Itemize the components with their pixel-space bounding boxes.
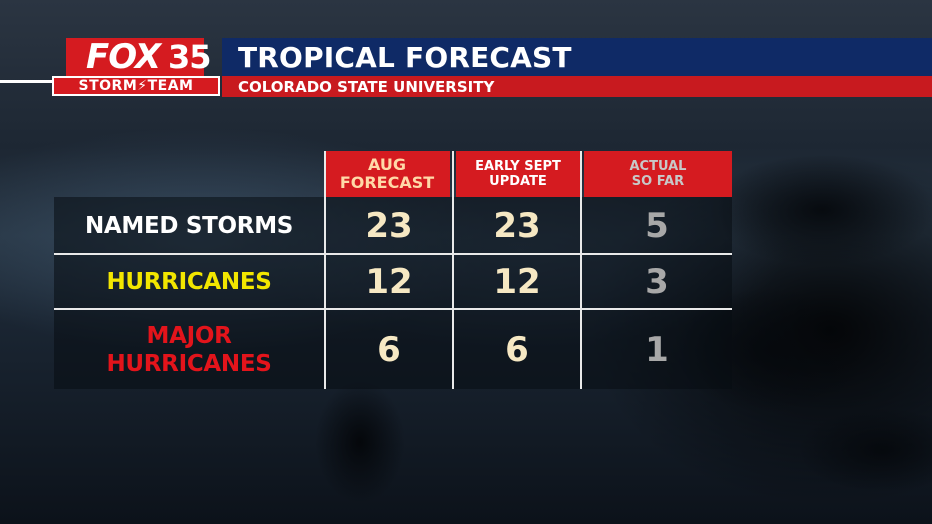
row-label-text: NAMED STORMS: [84, 213, 294, 239]
logo-fox-text: FOX: [86, 37, 161, 77]
column-divider: [580, 151, 582, 389]
station-logo: FOX 35 STORM⚡TEAM: [52, 38, 220, 96]
row-label-named-storms: NAMED STORMS: [54, 199, 324, 253]
row-label-major-hurricanes: MAJOR HURRICANES: [54, 310, 324, 389]
table-cell: 6: [505, 329, 529, 370]
title-bar: TROPICAL FORECAST: [222, 38, 932, 76]
column-header-actual-so-far: ACTUAL SO FAR: [584, 151, 732, 197]
header-accent-line: [0, 80, 54, 83]
row-label-text: MAJOR: [146, 322, 232, 349]
row-divider: [54, 253, 732, 255]
subtitle-bar: COLORADO STATE UNIVERSITY: [222, 76, 932, 97]
table-cell: 6: [377, 329, 401, 370]
column-header-early-sept-update: EARLY SEPT UPDATE: [456, 151, 580, 197]
table-cell: 1: [645, 329, 669, 370]
table-cell: 23: [493, 206, 541, 246]
row-label-text: HURRICANES: [106, 268, 272, 295]
column-header-line: UPDATE: [489, 174, 547, 189]
column-header-line: FORECAST: [339, 173, 435, 192]
column-divider: [324, 151, 326, 389]
table-cell: 5: [645, 206, 669, 246]
table-cell: 23: [365, 206, 413, 246]
logo-fox-box: FOX 35: [66, 37, 212, 77]
table-cell: 3: [645, 261, 669, 302]
column-header-aug-forecast: AUG FORECAST: [324, 151, 450, 197]
column-divider: [452, 151, 454, 389]
table-cell: 12: [365, 261, 413, 302]
column-header-line: SO FAR: [631, 174, 685, 189]
column-header-line: EARLY SEPT: [475, 159, 561, 174]
table-background: [54, 197, 732, 389]
logo-channel-number: 35: [168, 38, 212, 76]
table-cell: 12: [493, 261, 541, 302]
page-subtitle: COLORADO STATE UNIVERSITY: [238, 78, 495, 96]
column-header-line: AUG: [367, 155, 406, 174]
row-divider: [54, 308, 732, 310]
logo-storm-team: STORM⚡TEAM: [52, 76, 220, 96]
row-label-hurricanes: HURRICANES: [54, 255, 324, 308]
page-title: TROPICAL FORECAST: [238, 41, 572, 74]
row-label-text: HURRICANES: [106, 350, 272, 377]
forecast-table: AUG FORECAST EARLY SEPT UPDATE ACTUAL SO…: [54, 151, 732, 389]
column-header-line: ACTUAL: [629, 159, 687, 174]
